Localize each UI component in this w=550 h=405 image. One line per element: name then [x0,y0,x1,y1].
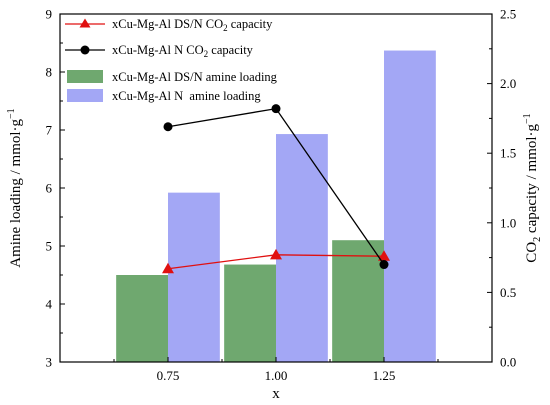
left-y-axis-label: Amine loading / mmol·g−1 [6,108,24,267]
marker-series0-0 [162,262,174,274]
legend-label-ds-co2: xCu-Mg-Al DS/N CO2 capacity [112,17,273,33]
legend-item-n-amine: xCu-Mg-Al N amine loading [67,89,261,103]
left-y-label-g: g [8,118,24,126]
bar-series1-2 [384,50,436,362]
legend-label-n-co2: xCu-Mg-Al N CO2 capacity [112,43,254,59]
legend-item-n-co2: xCu-Mg-Al N CO2 capacity [65,43,254,59]
x-tick-label-2: 1.25 [373,368,396,383]
left-y-tick-label-6: 9 [46,7,53,22]
bar-series0-1 [224,264,276,362]
legend-label-n-amine: xCu-Mg-Al N amine loading [112,89,261,103]
legend-label-ds-amine: xCu-Mg-Al DS/N amine loading [112,70,278,84]
x-axis-label: x [272,386,280,402]
legend-item-ds-co2: xCu-Mg-Al DS/N CO2 capacity [65,17,273,33]
lines-layer [162,104,390,274]
left-y-tick-label-5: 8 [46,65,53,80]
bar-series1-1 [276,134,328,362]
x-tick-label-1: 1.00 [265,368,288,383]
right-y-label-dot: · [524,131,540,136]
x-tick-label-0: 0.75 [157,368,180,383]
bars-layer [116,50,436,362]
left-y-tick-label-0: 3 [46,355,53,370]
marker-series0-1 [270,248,282,260]
right-y-tick-label-1: 0.5 [500,285,516,300]
right-y-label-mid: capacity / mmol [524,136,540,236]
left-y-tick-label-3: 6 [46,181,53,196]
bar-series0-2 [332,240,384,362]
right-y-axis-label: CO2 capacity / mmol·g−1 [522,113,543,262]
marker-series1-0 [163,122,173,132]
left-y-label-sup: −1 [6,108,17,119]
marker-series1-2 [379,260,389,270]
right-y-tick-label-5: 2.5 [500,7,516,22]
right-y-tick-label-2: 1.0 [500,215,516,230]
ticks-layer: 0.75 1.00 1.25 3 4 5 6 7 8 9 0.0 0.5 1.0 1.5 2.0 2.5 [46,7,517,384]
left-y-tick-label-4: 7 [46,123,53,138]
legend-swatch-n-amine [67,89,103,102]
right-y-tick-label-3: 1.5 [500,146,516,161]
left-y-tick-label-1: 4 [46,297,53,312]
left-y-label-main: Amine loading / mmol [8,131,24,267]
legend-swatch-ds-amine [67,70,103,83]
left-y-tick-label-2: 5 [46,239,53,254]
legend-swatch-n-co2-marker [80,45,90,55]
right-y-label-g: g [524,123,540,131]
right-y-label-pre: CO [524,242,540,263]
marker-series0-2 [378,250,390,261]
right-y-tick-label-4: 2.0 [500,76,516,91]
bar-series0-0 [116,275,168,362]
marker-series1-1 [271,104,281,114]
legend-swatch-ds-co2-marker [79,18,91,28]
legend: xCu-Mg-Al DS/N CO2 capacity xCu-Mg-Al N … [65,17,278,103]
bar-series1-0 [168,192,220,362]
legend-item-ds-amine: xCu-Mg-Al DS/N amine loading [67,70,278,84]
right-y-tick-label-0: 0.0 [500,355,516,370]
right-y-label-sub: 2 [532,237,543,242]
left-y-label-dot: · [8,126,24,131]
right-y-label-sup: −1 [522,113,533,124]
